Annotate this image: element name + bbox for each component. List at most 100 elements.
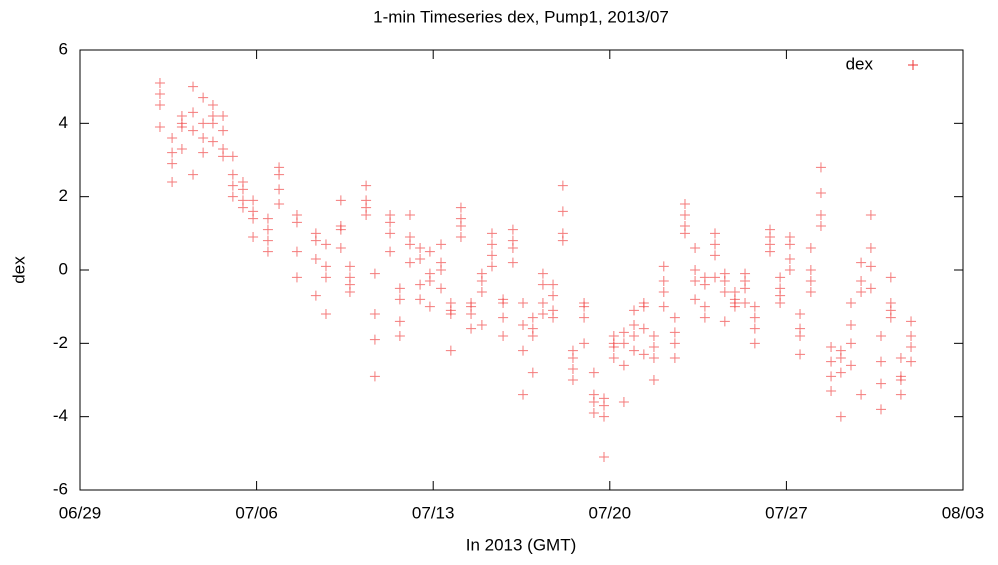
data-point — [274, 184, 285, 195]
data-point — [865, 261, 876, 272]
data-point — [729, 298, 740, 308]
data-point — [424, 246, 435, 257]
y-tick-label: 6 — [59, 39, 68, 58]
data-point — [527, 323, 538, 334]
legend-label: dex — [846, 54, 874, 73]
x-tick-label: 06/29 — [59, 503, 102, 522]
data-point — [784, 239, 795, 250]
data-point — [588, 367, 599, 378]
x-axis-label: In 2013 (GMT) — [466, 535, 577, 554]
data-point — [856, 276, 867, 286]
data-point — [579, 338, 590, 349]
data-point — [455, 221, 466, 231]
data-point — [335, 195, 346, 206]
data-point — [784, 254, 795, 264]
data-point — [476, 268, 487, 279]
data-point — [385, 228, 396, 239]
data-point — [176, 111, 187, 121]
data-point — [188, 169, 199, 180]
data-point — [207, 136, 218, 147]
data-point — [167, 133, 178, 143]
data-point — [608, 353, 619, 363]
data-point — [699, 272, 710, 283]
data-point — [476, 320, 487, 330]
data-point — [548, 312, 559, 323]
x-tick-label: 08/03 — [942, 503, 985, 522]
data-point — [749, 301, 760, 312]
data-point — [648, 331, 659, 341]
data-point — [404, 232, 415, 242]
data-point — [537, 298, 548, 308]
data-point — [629, 345, 640, 356]
data-point — [198, 133, 209, 143]
data-point — [369, 371, 380, 382]
data-point — [424, 276, 435, 286]
data-point — [826, 386, 837, 396]
data-point — [320, 309, 331, 319]
data-point — [805, 265, 816, 275]
data-point — [765, 224, 776, 235]
data-point — [710, 272, 721, 283]
data-point — [227, 169, 238, 180]
data-point — [218, 151, 229, 162]
data-point — [895, 389, 906, 400]
data-point — [486, 261, 497, 272]
data-point — [415, 254, 426, 264]
data-point — [648, 342, 659, 352]
data-point — [274, 199, 285, 209]
data-point — [710, 250, 721, 261]
data-point — [498, 331, 509, 341]
data-point — [310, 254, 321, 264]
data-point — [518, 320, 529, 330]
data-point — [424, 301, 435, 312]
x-tick-label: 07/27 — [765, 503, 808, 522]
data-point — [344, 287, 355, 297]
chart-title: 1-min Timeseries dex, Pump1, 2013/07 — [373, 7, 669, 26]
data-point — [262, 213, 273, 224]
data-point — [507, 224, 518, 235]
data-point — [658, 301, 669, 312]
data-point — [749, 323, 760, 334]
data-point — [598, 452, 609, 462]
data-point — [248, 232, 259, 242]
data-point — [198, 147, 209, 158]
data-point — [690, 243, 701, 253]
data-point — [237, 195, 248, 206]
data-point — [876, 378, 887, 389]
data-point — [274, 169, 285, 180]
data-point — [835, 353, 846, 363]
data-point — [167, 177, 178, 187]
data-point — [856, 257, 867, 268]
data-point — [669, 353, 680, 363]
data-point — [775, 272, 786, 283]
legend-marker — [908, 60, 918, 70]
data-point — [262, 246, 273, 257]
data-point — [445, 345, 456, 356]
data-point — [498, 312, 509, 323]
data-point — [455, 232, 466, 242]
data-point — [629, 331, 640, 341]
data-point — [865, 210, 876, 220]
data-point — [588, 389, 599, 400]
data-point — [845, 320, 856, 330]
data-point — [669, 312, 680, 323]
data-point — [548, 290, 559, 301]
data-point — [895, 371, 906, 382]
data-point — [167, 147, 178, 158]
data-point — [310, 290, 321, 301]
data-point — [815, 221, 826, 231]
data-point — [719, 287, 730, 297]
data-point — [815, 210, 826, 220]
data-point — [629, 305, 640, 316]
data-point — [207, 118, 218, 129]
data-point — [679, 199, 690, 209]
data-point — [876, 331, 887, 341]
data-point — [436, 239, 447, 250]
data-point — [518, 389, 529, 400]
data-point — [885, 312, 896, 323]
data-point — [648, 353, 659, 363]
data-point — [826, 371, 837, 382]
data-point — [227, 191, 238, 202]
data-point — [690, 276, 701, 286]
data-point — [537, 309, 548, 319]
